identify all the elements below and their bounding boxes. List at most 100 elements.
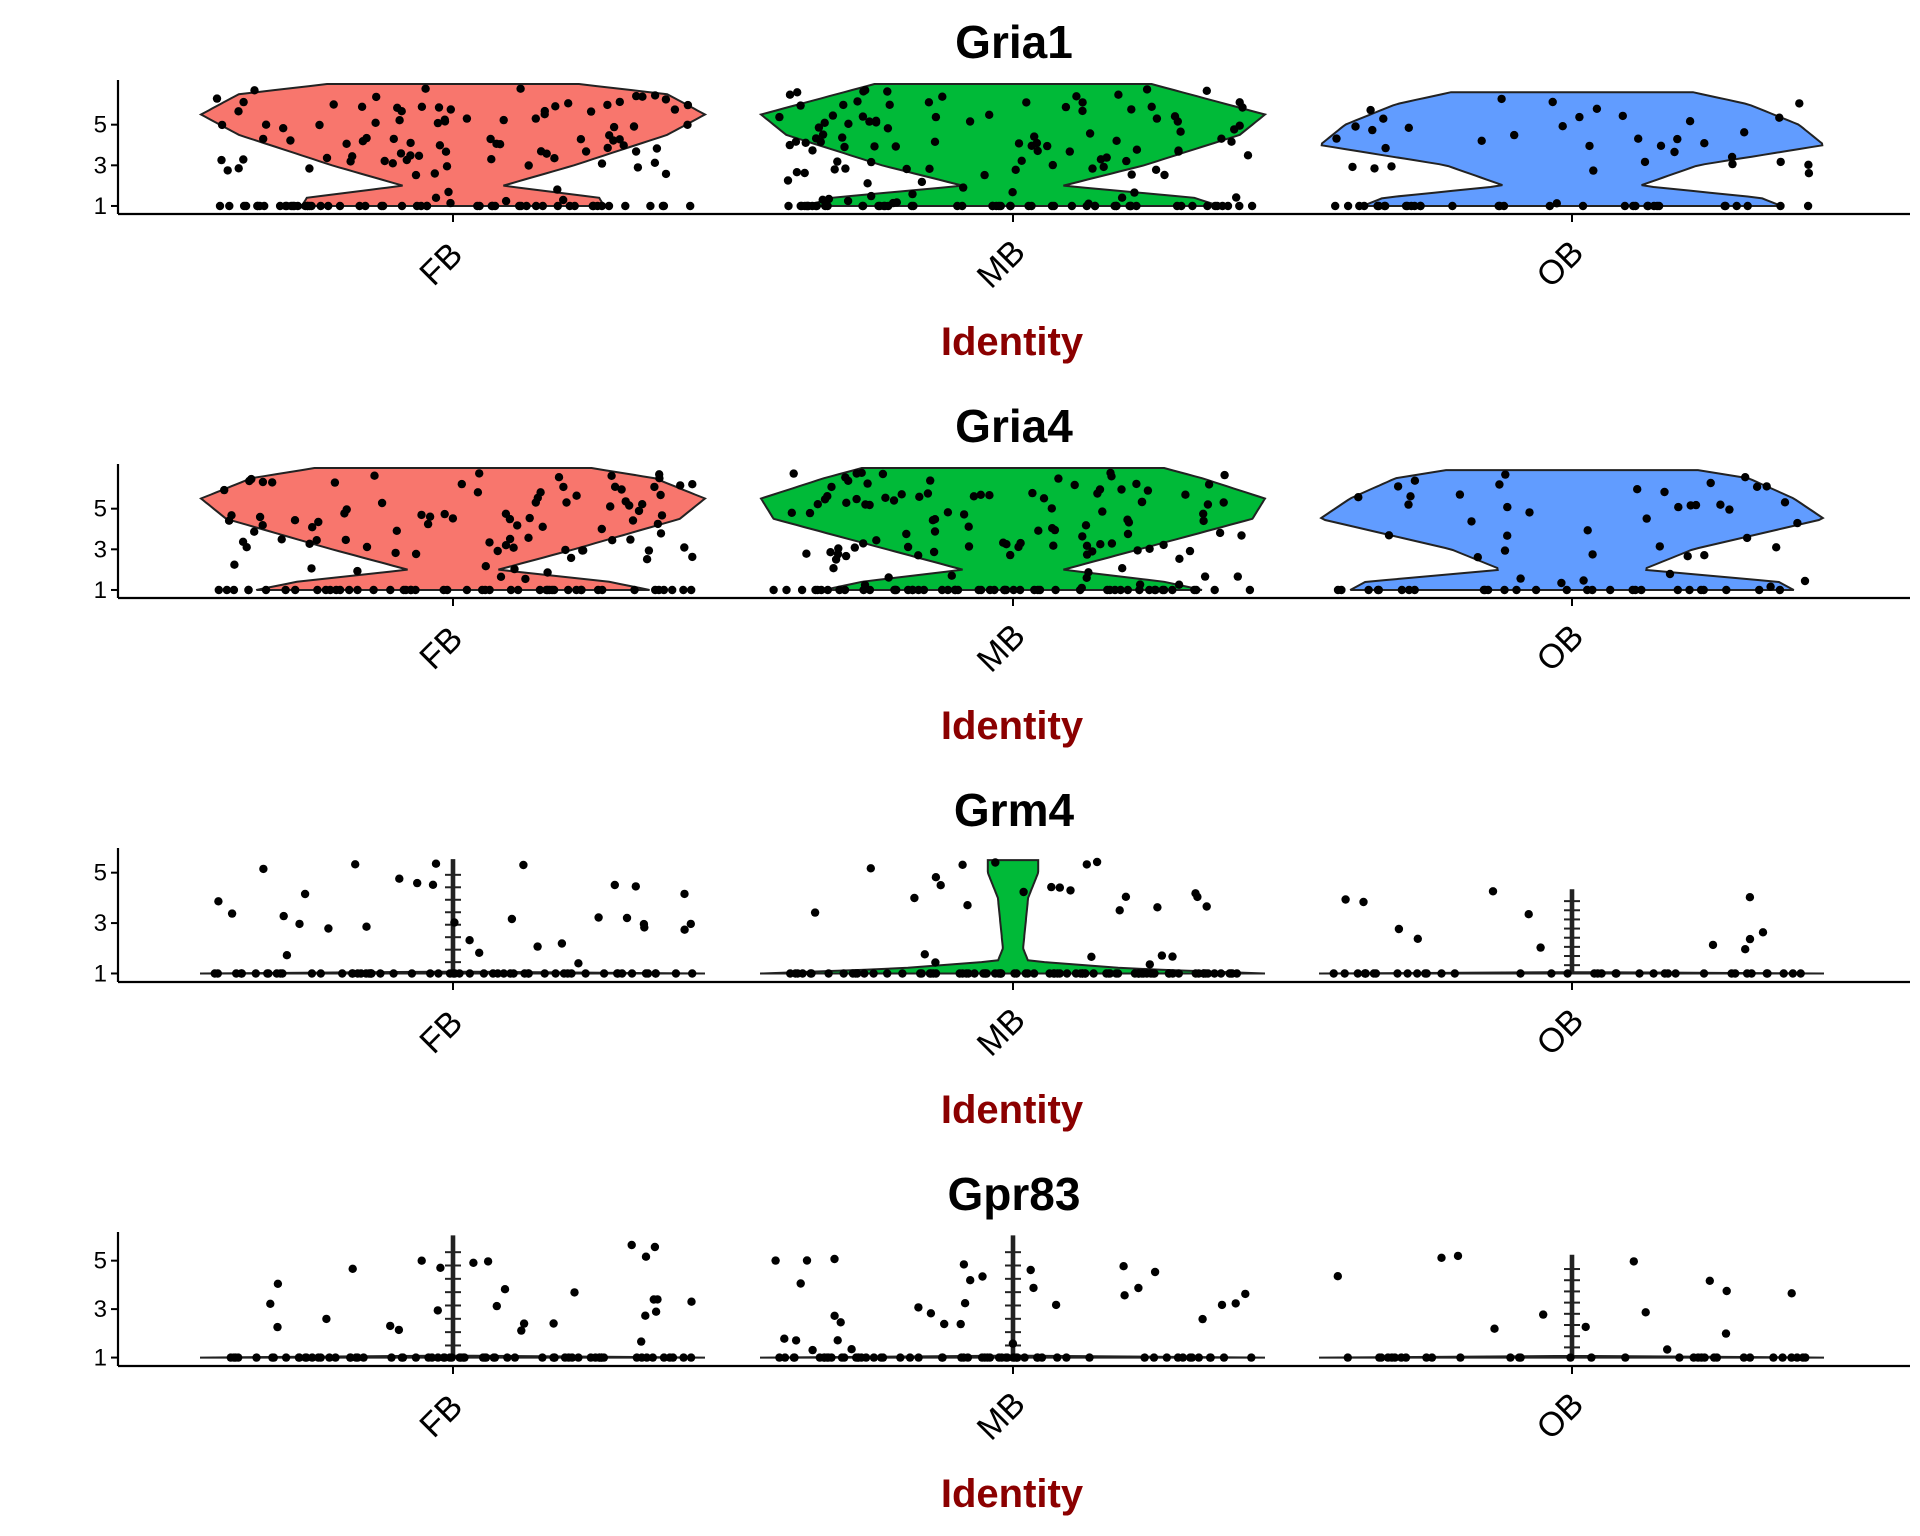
data-point	[1387, 162, 1396, 171]
data-point	[396, 149, 406, 158]
data-point	[1727, 969, 1736, 978]
panel-title: Grm4	[954, 784, 1075, 836]
data-point	[1473, 553, 1483, 562]
data-point	[229, 585, 239, 595]
data-point	[1403, 969, 1412, 978]
data-point	[282, 951, 292, 960]
data-point	[992, 201, 1001, 211]
data-point	[269, 1353, 278, 1362]
data-point	[307, 564, 316, 573]
data-point	[869, 1353, 879, 1362]
data-point	[1663, 1345, 1672, 1354]
data-point	[1490, 1324, 1499, 1333]
data-point	[1078, 532, 1087, 541]
data-point	[959, 183, 968, 192]
data-point	[411, 549, 421, 559]
data-point	[574, 1353, 583, 1362]
data-point	[860, 969, 869, 978]
data-point	[1803, 201, 1813, 211]
data-point	[386, 1321, 395, 1331]
data-point	[1331, 201, 1340, 211]
data-point	[435, 141, 445, 150]
data-point	[810, 908, 820, 917]
data-point	[603, 143, 612, 153]
data-point	[1123, 515, 1132, 524]
data-point	[485, 585, 494, 595]
data-point	[576, 135, 586, 144]
data-point	[335, 201, 345, 211]
data-point	[1241, 1289, 1250, 1299]
data-point	[1795, 99, 1804, 108]
data-point	[830, 165, 839, 174]
data-point	[1742, 969, 1752, 978]
data-point	[1503, 531, 1512, 540]
data-point	[1168, 952, 1177, 961]
data-point	[818, 130, 828, 139]
data-point	[1203, 500, 1213, 509]
data-point	[1745, 934, 1755, 944]
data-point	[348, 969, 357, 978]
data-point	[395, 116, 404, 125]
data-point	[225, 201, 234, 211]
data-point	[1062, 1353, 1071, 1362]
data-point	[1001, 1353, 1011, 1362]
data-point	[342, 505, 351, 514]
data-point	[652, 144, 662, 153]
data-point	[905, 1353, 915, 1362]
data-point	[785, 140, 794, 150]
data-point	[572, 491, 581, 500]
data-point	[979, 969, 988, 978]
data-point	[562, 498, 571, 507]
data-point	[985, 491, 994, 500]
data-point	[247, 474, 256, 484]
data-point	[1516, 574, 1525, 583]
data-point	[841, 164, 850, 173]
data-point	[1397, 585, 1407, 595]
data-point	[1351, 122, 1360, 131]
data-point	[224, 516, 234, 525]
data-point	[361, 201, 370, 211]
data-point	[345, 585, 354, 595]
data-point	[902, 164, 911, 174]
data-point	[559, 195, 568, 205]
data-point	[376, 969, 385, 978]
data-point	[1151, 585, 1160, 595]
data-point	[538, 522, 547, 531]
data-point	[223, 166, 232, 175]
data-point	[1014, 139, 1024, 148]
data-point	[833, 1336, 842, 1345]
data-point	[316, 1353, 325, 1362]
data-point	[1134, 1283, 1143, 1293]
data-point	[430, 169, 439, 178]
data-point	[980, 170, 989, 180]
data-point	[671, 969, 681, 978]
data-point	[782, 585, 791, 595]
data-point	[417, 1256, 426, 1265]
data-point	[1026, 1265, 1035, 1275]
data-point	[406, 585, 416, 595]
data-point	[1640, 157, 1650, 167]
data-point	[1510, 130, 1519, 140]
data-point	[489, 1353, 498, 1362]
data-point	[978, 1272, 987, 1281]
data-point	[1006, 201, 1015, 211]
data-point	[1238, 103, 1247, 112]
violin-fb	[198, 83, 708, 210]
data-point	[889, 496, 899, 505]
data-point	[621, 497, 630, 506]
data-point	[883, 87, 892, 96]
data-point	[1741, 473, 1750, 482]
data-point	[840, 142, 849, 152]
data-point	[1082, 860, 1092, 869]
data-point	[1775, 585, 1785, 595]
data-point	[1051, 585, 1060, 595]
data-point	[388, 159, 397, 168]
data-point	[824, 194, 834, 204]
data-point	[1149, 1353, 1159, 1362]
data-point	[442, 162, 452, 171]
data-point	[1142, 85, 1152, 94]
data-point	[1235, 201, 1244, 211]
y-tick-label: 5	[94, 496, 107, 523]
data-point	[926, 1309, 936, 1318]
data-point	[1563, 969, 1572, 978]
